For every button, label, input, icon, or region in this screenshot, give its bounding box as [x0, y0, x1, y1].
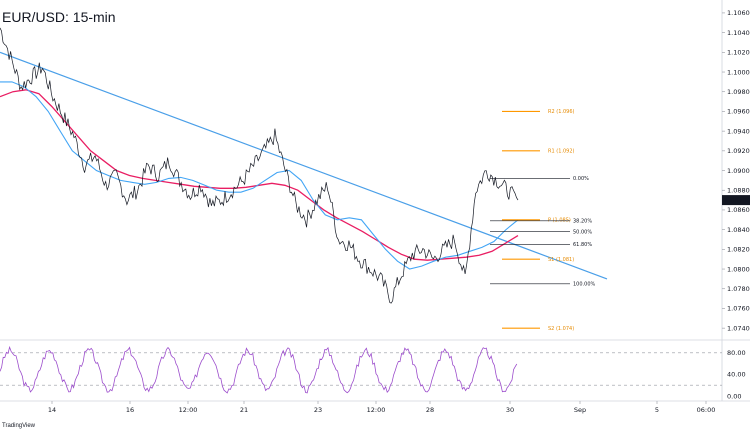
pivot-level-label: S2 (1.074) — [548, 326, 574, 332]
ema-fast-line — [0, 81, 519, 270]
price-tick-label: 1.09200 — [727, 147, 750, 155]
pivot-level-label: R2 (1.096) — [548, 109, 575, 115]
oscillator-tick-label: 40.00 — [727, 371, 746, 379]
price-tick-label: 1.09000 — [727, 167, 750, 175]
fib-level-label: 50.00% — [573, 229, 592, 235]
pivot-level-label: R1 (1.092) — [548, 149, 575, 155]
fib-level-label: 100.00% — [573, 282, 595, 288]
time-tick-label: 21 — [240, 406, 248, 414]
time-tick-label: 23 — [314, 406, 322, 414]
tradingview-logo: TradingView — [2, 423, 36, 429]
current-price-badge — [722, 195, 750, 206]
time-tick-label: 16 — [126, 406, 134, 414]
tradingview-brand: TradingView — [2, 423, 36, 429]
ema-slow-line — [0, 89, 519, 261]
price-tick-label: 1.08400 — [727, 226, 750, 234]
price-tick-label: 1.10200 — [727, 49, 750, 57]
price-tick-label: 1.08800 — [727, 187, 750, 195]
chart-title: EUR/USD: 15-min — [2, 9, 116, 25]
current-price-label: 1.08700 — [724, 196, 750, 204]
fib-level-label: 38.20% — [573, 219, 592, 225]
price-tick-label: 1.09400 — [727, 127, 750, 135]
oscillator-line — [0, 345, 518, 394]
time-axis[interactable]: 14 16 12:00 21 23 12:00 28 30 Sep 5 06:00 — [48, 401, 716, 414]
price-line — [0, 27, 519, 304]
fib-level-label: 61.80% — [573, 242, 592, 248]
time-tick-label: 06:00 — [697, 406, 716, 414]
time-tick-label: 5 — [655, 406, 659, 414]
pivot-level-label: S1 (1.081) — [548, 257, 574, 263]
grid — [0, 0, 750, 402]
price-tick-label: 1.10400 — [727, 29, 750, 37]
time-tick-label: 28 — [426, 406, 434, 414]
price-tick-label: 1.07600 — [727, 305, 750, 313]
price-tick-label: 1.08000 — [727, 265, 750, 273]
time-tick-label: 30 — [506, 406, 514, 414]
time-tick-label: Sep — [574, 406, 586, 414]
price-tick-label: 1.09600 — [727, 108, 750, 116]
price-tick-label: 1.09800 — [727, 88, 750, 96]
price-tick-label: 1.10600 — [727, 9, 750, 17]
oscillator-tick-label: 0.00 — [727, 392, 741, 400]
price-axis[interactable]: 1.10600 1.10400 1.10200 1.10000 1.09800 1.096… — [722, 9, 750, 332]
price-tick-label: 1.10000 — [727, 68, 750, 76]
fib-level-label: 0.00% — [573, 176, 589, 182]
oscillator-pane: 80.00 40.00 0.00 — [0, 345, 746, 400]
plot-area: R2 (1.096)R1 (1.092)P (1.085)S1 (1.081)S… — [0, 27, 608, 332]
time-tick-label: 12:00 — [179, 406, 198, 414]
price-tick-label: 1.08200 — [727, 246, 750, 254]
time-tick-label: 14 — [48, 406, 56, 414]
trendline — [0, 51, 608, 280]
time-tick-label: 12:00 — [367, 406, 386, 414]
price-tick-label: 1.07800 — [727, 285, 750, 293]
price-tick-label: 1.08600 — [727, 206, 750, 214]
price-tick-label: 1.07400 — [727, 324, 750, 332]
oscillator-tick-label: 80.00 — [727, 349, 746, 357]
